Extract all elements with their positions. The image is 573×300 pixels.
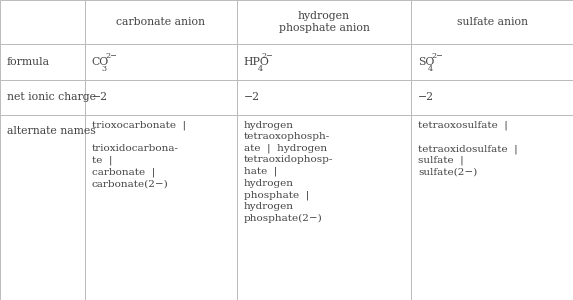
Bar [85,44,237,80]
Bar [237,44,411,80]
Bar [85,80,237,115]
Text: net ionic charge: net ionic charge [7,92,96,103]
Text: carbonate anion: carbonate anion [116,17,205,27]
Text: CO: CO [92,57,109,67]
Text: HPO: HPO [244,57,269,67]
Text: formula: formula [7,57,50,67]
Bar [237,80,411,115]
Text: hydrogen
phosphate anion: hydrogen phosphate anion [278,11,370,33]
Bar [411,0,573,44]
Text: tetraoxosulfate  |

tetraoxidosulfate  |
sulfate  |
sulfate(2−): tetraoxosulfate | tetraoxidosulfate | su… [418,121,518,177]
Text: 2−: 2− [262,52,273,59]
Text: SO: SO [418,57,435,67]
Bar [237,115,411,300]
Text: −2: −2 [244,92,260,103]
Text: alternate names: alternate names [7,126,96,136]
Text: 4: 4 [258,65,263,73]
Bar [0,115,85,300]
Bar [411,115,573,300]
Bar [237,0,411,44]
Text: −2: −2 [92,92,108,103]
Text: −2: −2 [418,92,434,103]
Bar [0,0,85,44]
Bar [411,44,573,80]
Bar [85,0,237,44]
Bar [0,44,85,80]
Bar [411,80,573,115]
Bar [85,115,237,300]
Text: 4: 4 [427,65,433,73]
Bar [0,80,85,115]
Text: 2−: 2− [105,52,117,59]
Text: sulfate anion: sulfate anion [457,17,528,27]
Text: 3: 3 [101,65,106,73]
Text: trioxocarbonate  |

trioxidocarbona-
te  |
carbonate  |
carbonate(2−): trioxocarbonate | trioxidocarbona- te | … [92,121,186,188]
Text: 2−: 2− [431,52,444,59]
Text: hydrogen
tetraoxophosph-
ate  |  hydrogen
tetraoxidophosp-
hate  |
hydrogen
phos: hydrogen tetraoxophosph- ate | hydrogen … [244,121,333,223]
